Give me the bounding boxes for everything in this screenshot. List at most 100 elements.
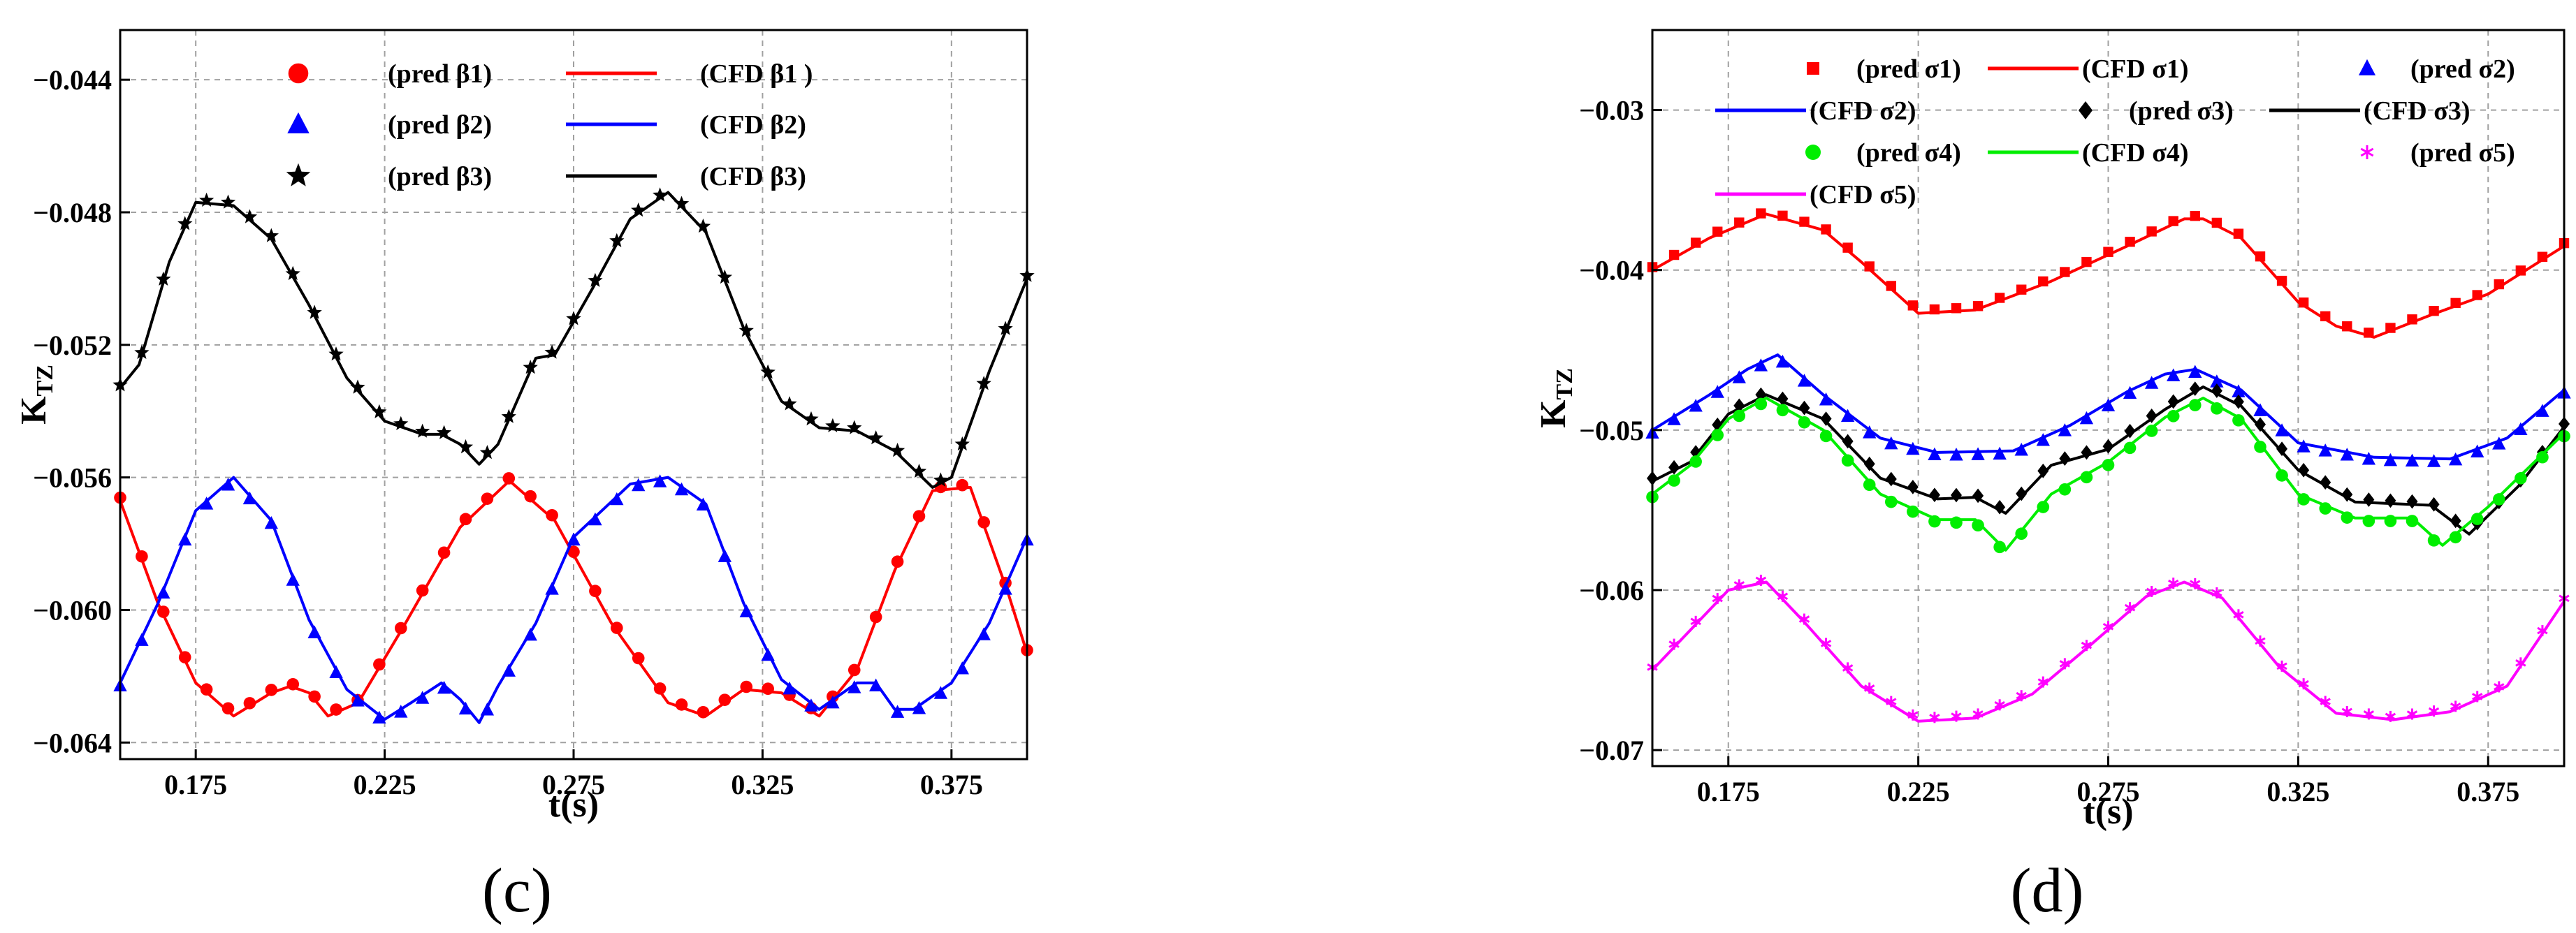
pred-point: [1972, 488, 1984, 504]
pred-point: [351, 693, 365, 707]
pred-point: [307, 304, 322, 319]
pred-point: [1950, 516, 1963, 529]
pred-point: [2015, 527, 2028, 541]
pred-point: [1949, 447, 1963, 461]
pred-point: [177, 216, 193, 230]
pred-point: [2537, 625, 2548, 637]
pred-point: [2276, 275, 2287, 286]
pred-point: [2058, 423, 2072, 436]
pred-point: [2190, 578, 2201, 589]
pred-point: [1951, 487, 1962, 503]
pred-point: [653, 187, 668, 202]
series-σ5: [1647, 574, 2570, 723]
pred-point: [2189, 381, 2201, 397]
pred-point: [458, 701, 473, 715]
pred-point: [2494, 279, 2504, 290]
legend-cfd-label: (CFD β1 ): [700, 59, 813, 89]
pred-point: [653, 682, 667, 695]
pred-point: [199, 497, 214, 510]
pred-point: [631, 203, 646, 217]
pred-point: [1797, 374, 1812, 387]
pred-point: [415, 423, 430, 438]
y-tick-label: −0.044: [33, 64, 112, 96]
pred-markers-σ4: [1646, 397, 2570, 554]
pred-markers-σ1: [1647, 208, 2570, 338]
x-tick-label: 0.175: [1697, 776, 1760, 807]
cfd-line-σ4: [1651, 397, 2566, 552]
pred-point: [2211, 402, 2223, 415]
pred-point: [2210, 374, 2224, 388]
pred-point: [523, 360, 538, 374]
pred-point: [2385, 493, 2396, 508]
pred-point: [479, 445, 495, 460]
pred-point: [696, 497, 711, 510]
x-tick-label: 0.275: [542, 769, 605, 800]
y-tick-label: −0.03: [1579, 95, 1644, 126]
chart-panel-d: 0.175 0.225 0.275 0.325 0.375 −0.03 −0.04 −0.05…: [1534, 29, 2571, 832]
pred-point: [2492, 493, 2505, 506]
pred-point: [437, 680, 451, 694]
pred-point: [1863, 456, 1875, 471]
series-β1: [114, 472, 1033, 719]
pred-point: [611, 622, 623, 634]
pred-point: [1864, 682, 1875, 694]
pred-point: [200, 683, 213, 696]
pred-point: [1756, 208, 1766, 219]
pred-point: [2515, 657, 2526, 669]
pred-point: [2297, 439, 2311, 453]
pred-point: [524, 490, 537, 503]
pred-point: [157, 605, 170, 618]
y-tick-label: −0.05: [1579, 415, 1644, 446]
pred-point: [221, 478, 235, 491]
pred-point: [955, 661, 969, 675]
pred-point: [825, 418, 841, 432]
pred-point: [675, 698, 688, 711]
pred-point: [264, 515, 279, 529]
pred-point: [2123, 441, 2137, 455]
pred-point: [2233, 609, 2244, 621]
pred-point: [718, 549, 732, 562]
pred-point: [1733, 409, 1746, 423]
pred-point: [436, 425, 452, 439]
pred-point: [1971, 447, 1985, 460]
pred-point: [2255, 251, 2266, 262]
pred-point: [803, 411, 819, 426]
pred-point: [1864, 261, 1875, 272]
series-σ2: [1645, 353, 2571, 467]
pred-point: [393, 416, 409, 430]
pred-point: [330, 703, 342, 716]
pred-point: [632, 478, 646, 492]
pred-point: [265, 684, 278, 696]
pred-point: [762, 682, 774, 696]
pred-point: [976, 376, 991, 390]
pred-point: [2535, 404, 2549, 417]
legend-pred-label: (pred σ2): [2410, 54, 2515, 84]
pred-point: [2341, 487, 2353, 502]
pred-point: [2233, 228, 2244, 239]
pred-point: [1994, 499, 2006, 515]
pred-point: [372, 404, 387, 418]
pred-point: [2449, 531, 2462, 544]
pred-point: [2385, 323, 2396, 333]
pred-point: [2167, 410, 2180, 423]
pred-point: [415, 691, 430, 704]
pred-point: [891, 555, 904, 568]
legend-pred-label: (pred σ3): [2129, 96, 2234, 126]
pred-point: [1690, 615, 1701, 627]
pred-point: [760, 364, 776, 379]
pred-point: [1777, 210, 1788, 221]
series-β3: [112, 187, 1035, 489]
pred-point: [135, 633, 149, 646]
legend-marker-σ4: [1805, 145, 1821, 160]
pred-point: [2385, 710, 2396, 722]
pred-point: [2254, 441, 2266, 453]
pred-point: [2472, 691, 2483, 703]
pred-point: [1994, 699, 2005, 711]
pred-point: [2037, 676, 2049, 688]
pred-point: [2060, 267, 2070, 277]
pred-point: [2146, 585, 2157, 597]
pred-point: [2255, 417, 2266, 432]
pred-point: [1993, 446, 2007, 460]
pred-point: [2341, 705, 2352, 717]
